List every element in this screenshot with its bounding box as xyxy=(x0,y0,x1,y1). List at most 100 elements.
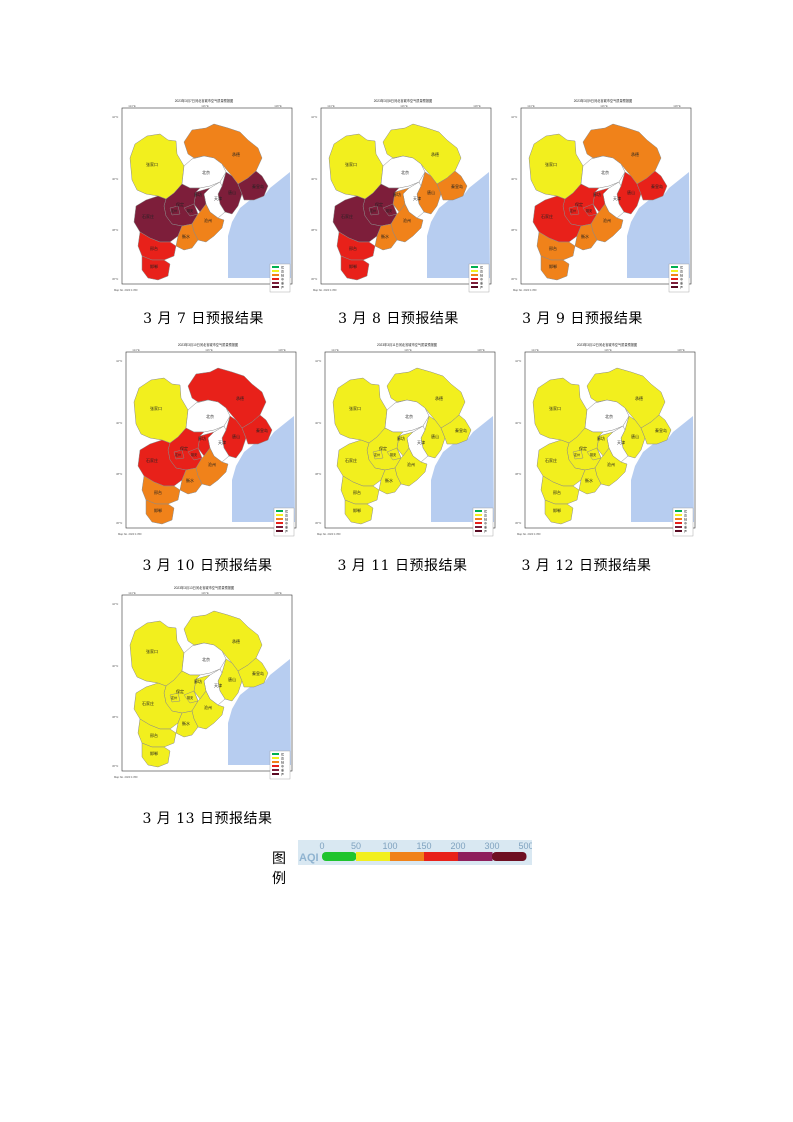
mini-legend-label: 重 xyxy=(484,525,487,530)
forecast-map: 2023年3月10日河北省城市空气质量预报图 114°E 116°E 118°E 42°… xyxy=(116,342,297,537)
axis-tick-label: 36°N xyxy=(116,521,122,525)
city-label: 邢台 xyxy=(549,245,557,251)
axis-tick-label: 38°N xyxy=(112,715,118,719)
city-label: 唐山 xyxy=(228,676,236,682)
axis-tick-label: 36°N xyxy=(515,521,521,525)
region-qhd xyxy=(237,657,269,688)
city-label: 邢台 xyxy=(150,732,158,738)
axis-tick-label: 118°E xyxy=(677,348,685,352)
city-label: 承德 xyxy=(236,395,244,401)
mini-legend-label: 中 xyxy=(281,764,284,769)
legend-label: 图例 xyxy=(272,851,286,887)
sea-area xyxy=(431,416,494,522)
city-label: 邯郸 xyxy=(150,750,158,756)
city-label: 天津 xyxy=(214,195,222,201)
aqi-color-bar: AQI 0 50 100 150 200 300 500 xyxy=(298,840,532,865)
mini-legend-label: 优 xyxy=(484,509,487,514)
mini-legend-swatch xyxy=(475,514,482,516)
axis-tick-label: 114°E xyxy=(531,348,539,352)
mini-legend-swatch xyxy=(272,286,279,288)
map-footer: Map No. 2023 1:350 xyxy=(517,532,541,536)
city-label: 石家庄 xyxy=(146,457,158,463)
forecast-map-panel: 2023年3月7日河北省城市空气质量预报图 114°E 116°E 118°E 42°N… xyxy=(110,96,297,293)
city-label: 承德 xyxy=(631,151,639,157)
axis-tick-label: 116°E xyxy=(600,104,608,108)
city-label: 邯郸 xyxy=(353,507,361,513)
city-label: 天津 xyxy=(613,195,621,201)
axis-tick-label: 42°N xyxy=(112,602,118,606)
mini-legend-label: 优 xyxy=(281,752,284,757)
city-label: 张家口 xyxy=(150,405,162,411)
mini-legend-label: 严 xyxy=(484,530,487,534)
city-label: 保定 xyxy=(379,445,387,451)
map-title: 2023年3月8日河北省城市空气质量预报图 xyxy=(374,98,432,103)
mini-legend-label: 良 xyxy=(684,513,687,518)
mini-legend-swatch xyxy=(272,282,279,284)
region-hd xyxy=(544,499,574,525)
city-label: 定州 xyxy=(171,695,177,700)
city-label: 雄安 xyxy=(187,695,193,700)
axis-tick-label: 116°E xyxy=(404,348,412,352)
city-label: 张家口 xyxy=(146,161,158,167)
region-xt xyxy=(536,231,576,261)
city-label: 石家庄 xyxy=(541,213,553,219)
mini-legend-swatch xyxy=(272,753,279,755)
map-footer: Map No. 2023 1:350 xyxy=(317,532,341,536)
city-label: 邯郸 xyxy=(150,263,158,269)
map-title: 2023年3月11日河北省城市空气质量预报图 xyxy=(377,342,437,347)
axis-tick-label: 36°N xyxy=(511,277,517,281)
city-label: 唐山 xyxy=(631,433,639,439)
city-label: 保定 xyxy=(176,201,184,207)
city-label: 雄安 xyxy=(187,208,193,213)
region-qhd xyxy=(636,170,668,201)
axis-tick-label: 36°N xyxy=(112,764,118,768)
mini-legend-label: 重 xyxy=(480,281,483,286)
sea-area xyxy=(427,172,490,278)
mini-legend-label: 轻 xyxy=(684,517,687,522)
region-dx xyxy=(572,449,584,460)
city-label: 秦皇岛 xyxy=(252,183,264,189)
region-dx xyxy=(372,449,384,460)
mini-legend-swatch xyxy=(475,522,482,524)
sea-area xyxy=(228,172,291,278)
city-label: 承德 xyxy=(435,395,443,401)
mini-legend-swatch xyxy=(475,510,482,512)
forecast-map-panel: 2023年3月9日河北省城市空气质量预报图 114°E 116°E 118°E 42°N… xyxy=(509,96,696,293)
map-title: 2023年3月7日河北省城市空气质量预报图 xyxy=(175,98,233,103)
forecast-map-panel: 2023年3月12日河北省城市空气质量预报图 114°E 116°E 118°E 42°… xyxy=(513,340,700,537)
mini-legend-label: 严 xyxy=(480,286,483,290)
axis-tick-label: 36°N xyxy=(315,521,321,525)
map-footer: Map No. 2023 1:350 xyxy=(313,288,337,292)
axis-tick-label: 36°N xyxy=(311,277,317,281)
city-label: 邢台 xyxy=(150,245,158,251)
region-hs xyxy=(175,710,199,738)
mini-legend-label: 中 xyxy=(680,277,683,282)
region-qhd xyxy=(640,414,672,445)
axis-tick-label: 116°E xyxy=(400,104,408,108)
region-hd xyxy=(141,742,171,768)
axis-tick-label: 40°N xyxy=(511,177,517,181)
aqi-tick-label: 0 xyxy=(319,841,324,851)
axis-tick-label: 114°E xyxy=(327,104,335,108)
axis-tick-label: 116°E xyxy=(201,104,209,108)
city-label: 石家庄 xyxy=(341,213,353,219)
aqi-tick-label: 100 xyxy=(382,841,397,851)
mini-legend-label: 良 xyxy=(484,513,487,518)
axis-tick-label: 118°E xyxy=(278,348,286,352)
city-label: 承德 xyxy=(232,151,240,157)
city-label: 雄安 xyxy=(586,208,592,213)
mini-legend-label: 重 xyxy=(285,525,288,530)
mini-legend-label: 轻 xyxy=(285,517,288,522)
city-label: 张家口 xyxy=(146,648,158,654)
city-label: 保定 xyxy=(575,201,583,207)
city-label: 廊坊 xyxy=(198,435,206,441)
mini-legend-swatch xyxy=(272,773,279,775)
axis-tick-label: 116°E xyxy=(205,348,213,352)
mini-legend-swatch xyxy=(471,266,478,268)
aqi-color-segment xyxy=(458,852,493,861)
axis-tick-label: 38°N xyxy=(515,472,521,476)
axis-tick-label: 40°N xyxy=(311,177,317,181)
region-hs xyxy=(374,223,398,251)
region-qhd xyxy=(237,170,269,201)
city-label: 定州 xyxy=(574,452,580,457)
